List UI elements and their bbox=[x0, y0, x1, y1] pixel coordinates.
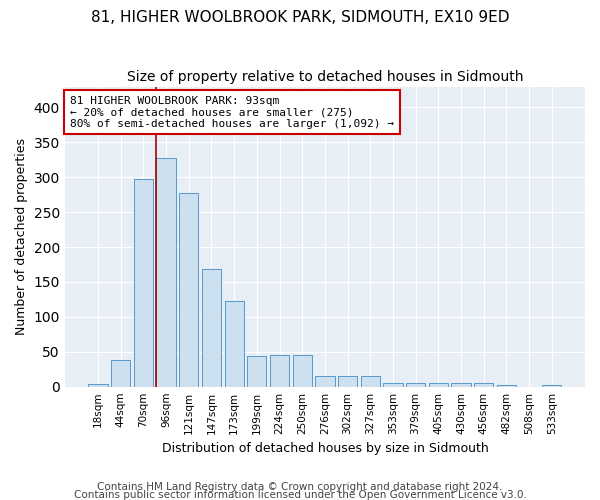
Bar bbox=[224, 301, 244, 386]
Bar bbox=[338, 376, 357, 386]
Bar bbox=[497, 384, 516, 386]
Bar bbox=[88, 384, 108, 386]
X-axis label: Distribution of detached houses by size in Sidmouth: Distribution of detached houses by size … bbox=[161, 442, 488, 455]
Bar bbox=[293, 354, 312, 386]
Text: 81, HIGHER WOOLBROOK PARK, SIDMOUTH, EX10 9ED: 81, HIGHER WOOLBROOK PARK, SIDMOUTH, EX1… bbox=[91, 10, 509, 25]
Bar bbox=[157, 158, 176, 386]
Bar bbox=[111, 360, 130, 386]
Bar bbox=[361, 376, 380, 386]
Bar bbox=[383, 383, 403, 386]
Text: Contains public sector information licensed under the Open Government Licence v3: Contains public sector information licen… bbox=[74, 490, 526, 500]
Bar bbox=[270, 354, 289, 386]
Text: Contains HM Land Registry data © Crown copyright and database right 2024.: Contains HM Land Registry data © Crown c… bbox=[97, 482, 503, 492]
Text: 81 HIGHER WOOLBROOK PARK: 93sqm
← 20% of detached houses are smaller (275)
80% o: 81 HIGHER WOOLBROOK PARK: 93sqm ← 20% of… bbox=[70, 96, 394, 129]
Bar bbox=[428, 383, 448, 386]
Bar bbox=[542, 384, 562, 386]
Title: Size of property relative to detached houses in Sidmouth: Size of property relative to detached ho… bbox=[127, 70, 523, 84]
Bar bbox=[315, 376, 335, 386]
Bar bbox=[247, 356, 266, 386]
Bar bbox=[134, 180, 153, 386]
Bar bbox=[451, 383, 470, 386]
Bar bbox=[179, 192, 199, 386]
Bar bbox=[474, 383, 493, 386]
Y-axis label: Number of detached properties: Number of detached properties bbox=[15, 138, 28, 335]
Bar bbox=[406, 383, 425, 386]
Bar bbox=[202, 270, 221, 386]
